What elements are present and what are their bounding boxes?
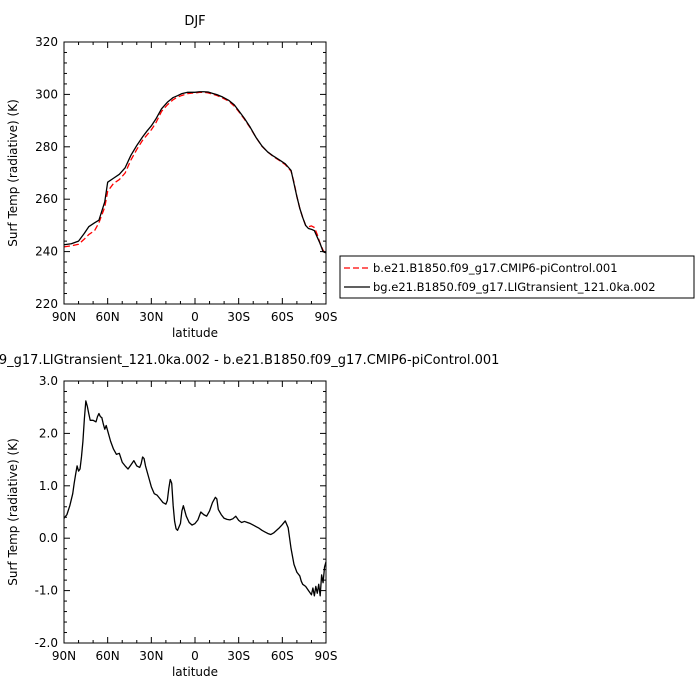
legend-label: b.e21.B1850.f09_g17.CMIP6-piControl.001 <box>373 261 618 275</box>
legend-label: bg.e21.B1850.f09_g17.LIGtransient_121.0k… <box>373 280 656 294</box>
x-tick-label: 90S <box>315 310 338 324</box>
y-tick-label: -1.0 <box>35 584 58 598</box>
x-tick-label: 30N <box>139 649 163 663</box>
x-tick-label: 90N <box>52 310 76 324</box>
x-tick-label: 60N <box>96 310 120 324</box>
x-tick-label: 0 <box>191 649 199 663</box>
plot-frame <box>63 41 327 305</box>
x-tick-label: 0 <box>191 310 199 324</box>
x-tick-label: 90N <box>52 649 76 663</box>
y-tick-label: 220 <box>35 297 58 311</box>
x-axis-label: latitude <box>172 665 218 679</box>
y-tick-label: 260 <box>35 192 58 206</box>
x-axis-label: latitude <box>172 326 218 340</box>
difference-panel: 90N 60N 30N 0 30S 60S 90S -2.0 -1.0 0.0 1.0 2.0 3.0 b… <box>0 353 499 679</box>
y-tick-label: -2.0 <box>35 636 58 650</box>
series-line-1-0 <box>63 400 327 597</box>
y-tick-label: 320 <box>35 35 58 49</box>
y-tick-label: 2.0 <box>39 426 58 440</box>
x-tick-label: 60N <box>96 649 120 663</box>
chart-title: DJF <box>184 14 205 29</box>
x-tick-label: 30S <box>227 649 250 663</box>
x-tick-label: 60S <box>271 310 294 324</box>
y-tick-label: 240 <box>35 245 58 259</box>
series-line-0-1 <box>63 91 327 254</box>
y-axis-label: Surf Temp (radiative) (K) <box>6 99 20 247</box>
y-tick-label: 3.0 <box>39 374 58 388</box>
legend-box <box>339 255 695 299</box>
x-tick-label: 30N <box>139 310 163 324</box>
x-tick-label: 90S <box>315 649 338 663</box>
y-tick-label: 1.0 <box>39 479 58 493</box>
y-axis-label: Surf Temp (radiative) (K) <box>6 438 20 586</box>
y-tick-label: 300 <box>35 87 58 101</box>
chart-title: bg.e21.B1850.f09_g17.LIGtransient_121.0k… <box>0 353 499 368</box>
y-tick-label: 280 <box>35 140 58 154</box>
legend: b.e21.B1850.f09_g17.CMIP6-piControl.001b… <box>339 255 695 299</box>
djf-panel: 90N 60N 30N 0 30S 60S 90S 220 240 260 280 300 320 DJF… <box>6 14 337 340</box>
x-tick-label: 60S <box>271 649 294 663</box>
series-line-0-0 <box>63 91 327 255</box>
x-tick-label: 30S <box>227 310 250 324</box>
plot-frame <box>63 380 327 644</box>
y-tick-label: 0.0 <box>39 531 58 545</box>
